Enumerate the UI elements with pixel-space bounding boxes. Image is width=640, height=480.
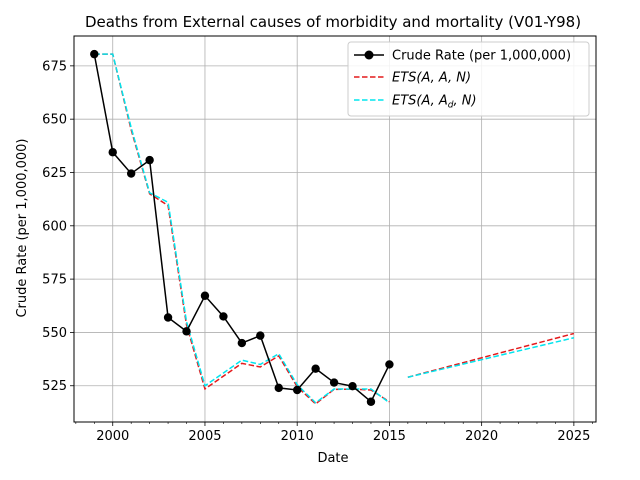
x-axis-label: Date bbox=[317, 451, 348, 466]
x-tick-label-2005: 2005 bbox=[188, 429, 221, 444]
y-tick-label-550: 550 bbox=[42, 326, 67, 341]
x-tick-label-2010: 2010 bbox=[281, 429, 314, 444]
legend-box bbox=[347, 41, 590, 117]
crude-rate-point-2014 bbox=[366, 397, 376, 406]
y-tick-label-525: 525 bbox=[42, 379, 67, 394]
series-ets-aadn-segment-1 bbox=[407, 337, 575, 378]
crude-rate-point-2001 bbox=[126, 169, 136, 178]
crude-rate-point-2009 bbox=[274, 383, 283, 393]
crude-rate-point-2011 bbox=[311, 364, 320, 373]
y-tick-label-675: 675 bbox=[42, 59, 67, 74]
y-tick-label-600: 600 bbox=[42, 219, 67, 234]
legend-label-ets-aan-args: (A, A, N) bbox=[416, 71, 471, 86]
y-tick-label-650: 650 bbox=[42, 113, 67, 128]
x-axis: 2000 2005 2010 2015 2020 2025 bbox=[75, 422, 593, 444]
legend-label-ets-aadn-sub: d bbox=[448, 101, 454, 111]
crude-rate-point-2004 bbox=[182, 327, 191, 336]
plot-frame bbox=[73, 35, 597, 423]
legend: Crude Rate (per 1,000,000) ETS(A, A, N) … bbox=[347, 41, 590, 117]
crude-rate-point-1999 bbox=[90, 49, 99, 59]
y-axis: 525 550 575 600 625 650 675 bbox=[42, 59, 74, 394]
crude-rate-point-2000 bbox=[108, 148, 117, 157]
legend-label-crude-rate: Crude Rate (per 1,000,000) bbox=[392, 49, 571, 64]
plot-series bbox=[90, 49, 575, 406]
chart-title: Deaths from External causes of morbidity… bbox=[85, 13, 581, 31]
legend-label-ets-aadn: ETS(A, Ad, N) bbox=[392, 94, 477, 111]
crude-rate-point-2010 bbox=[292, 385, 302, 395]
legend-label-ets-aan: ETS(A, A, N) bbox=[392, 71, 471, 86]
x-tick-label-2000: 2000 bbox=[96, 429, 129, 444]
grid bbox=[74, 36, 596, 422]
legend-label-ets-aadn-args: (A, A bbox=[416, 94, 447, 109]
crude-rate-point-2012 bbox=[329, 378, 339, 387]
crude-rate-point-2013 bbox=[348, 381, 357, 391]
x-tick-label-2015: 2015 bbox=[373, 429, 406, 444]
y-tick-label-575: 575 bbox=[42, 273, 67, 288]
x-tick-label-2025: 2025 bbox=[557, 429, 590, 444]
legend-label-ets-aadn-args-end: , N) bbox=[454, 94, 477, 109]
crude-rate-point-2006 bbox=[219, 312, 228, 321]
crude-rate-point-2015 bbox=[385, 360, 394, 369]
crude-rate-point-2002 bbox=[145, 155, 154, 165]
legend-label-ets-aan-main: ETS bbox=[392, 71, 416, 86]
legend-label-ets-aadn-main: ETS bbox=[392, 94, 416, 109]
crude-rate-point-2005 bbox=[200, 291, 210, 300]
crude-rate-point-2008 bbox=[256, 331, 265, 340]
x-tick-label-2020: 2020 bbox=[465, 429, 498, 444]
crude-rate-point-2007 bbox=[237, 338, 247, 348]
series-ets-aadn-segment-0 bbox=[94, 53, 390, 404]
y-tick-label-625: 625 bbox=[42, 166, 67, 181]
legend-marker-crude-rate bbox=[364, 50, 374, 60]
y-axis-label: Crude Rate (per 1,000,000) bbox=[15, 138, 30, 317]
crude-rate-point-2003 bbox=[163, 313, 173, 322]
